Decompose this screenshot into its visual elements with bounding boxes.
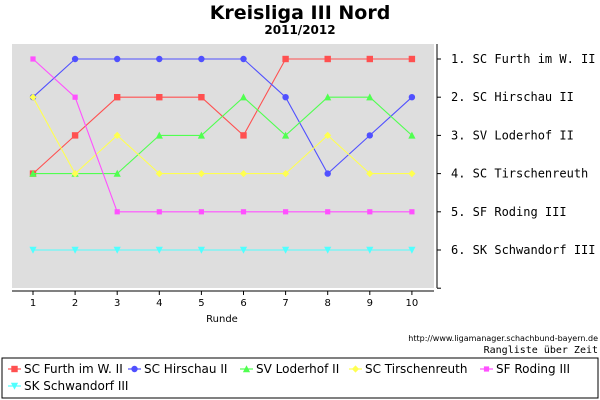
data-point — [239, 93, 248, 101]
data-point — [29, 169, 37, 177]
data-point — [324, 170, 331, 177]
chart-note: Rangliste über Zeit — [484, 345, 598, 356]
data-point — [156, 55, 163, 63]
data-point — [324, 55, 331, 63]
chart-subtitle: 2011/2012 — [264, 23, 335, 37]
data-point — [282, 55, 289, 63]
x-tick-label: 6 — [240, 298, 246, 309]
data-point — [282, 131, 290, 139]
series-line — [32, 58, 412, 213]
data-point — [240, 55, 247, 63]
data-point — [156, 94, 163, 101]
data-point — [409, 209, 415, 215]
data-point — [366, 246, 374, 254]
data-point — [282, 246, 290, 254]
legend-label: SF Roding III — [496, 362, 570, 376]
data-point — [366, 55, 373, 63]
data-point — [72, 94, 78, 100]
x-tick-label: 10 — [406, 298, 419, 309]
data-point — [113, 131, 121, 139]
x-tick-label: 8 — [325, 298, 331, 309]
y-tick-label: 5. SF Roding III — [451, 205, 567, 219]
data-point — [324, 93, 332, 101]
legend-label: SV Loderhof II — [256, 362, 339, 376]
data-point — [198, 94, 205, 101]
data-point — [324, 246, 332, 254]
legend-marker — [483, 366, 490, 372]
data-point — [198, 209, 204, 215]
data-point — [282, 94, 289, 101]
legend-box — [1, 357, 599, 399]
legend-marker — [242, 365, 251, 373]
data-point — [282, 170, 290, 178]
data-point — [155, 246, 163, 254]
data-point — [71, 132, 79, 139]
x-axis-label: Runde — [206, 314, 238, 325]
y-tick-label: 3. SV Loderhof II — [451, 128, 574, 142]
data-point — [155, 170, 163, 178]
y-tick-label: 4. SC Tirschenreuth — [451, 167, 588, 181]
data-point — [408, 246, 416, 254]
series-line — [33, 96, 413, 175]
plot-area — [12, 44, 434, 288]
x-tick-label: 7 — [282, 298, 288, 309]
data-point — [71, 246, 79, 254]
legend-marker — [131, 365, 138, 373]
source-url: http://www.ligamanager.schachbund-bayern… — [408, 334, 598, 343]
data-point — [239, 246, 248, 254]
data-point — [366, 132, 373, 139]
data-point — [155, 131, 163, 139]
x-tick-label: 9 — [367, 298, 373, 309]
chart-title: Kreisliga III Nord — [210, 2, 391, 24]
y-tick-label: 1. SC Furth im W. II — [451, 52, 596, 66]
data-point — [197, 131, 205, 139]
y-tick-label: 2. SC Hirschau II — [451, 90, 574, 104]
chart-marks: 1 2 3 4 5 6 7 8 9 10 1. SC Furth im W. II 2. SC Hir… — [29, 52, 596, 309]
data-point — [408, 131, 416, 139]
data-point — [324, 131, 332, 139]
data-point — [29, 246, 37, 254]
data-point — [366, 93, 374, 101]
data-point — [240, 132, 247, 139]
legend-marker — [11, 365, 18, 373]
legend-marker — [10, 382, 19, 390]
legend: SC Furth im W. II SC Hirschau II SV Loderh… — [8, 362, 570, 393]
data-point — [198, 55, 205, 63]
data-point — [71, 55, 79, 63]
data-point — [114, 55, 121, 63]
legend-label: SK Schwandorf III — [24, 379, 128, 393]
y-tick-label: 6. SK Schwandorf III — [451, 243, 596, 257]
data-point — [114, 209, 120, 215]
legend-label: SC Hirschau II — [144, 362, 227, 376]
data-point — [30, 56, 36, 62]
data-point — [197, 170, 205, 178]
legend-label: SC Furth im W. II — [24, 362, 123, 376]
data-point — [408, 55, 416, 63]
x-tick-label: 5 — [198, 298, 204, 309]
x-tick-label: 4 — [156, 298, 162, 309]
data-point — [408, 94, 416, 101]
x-tick-label: 1 — [30, 298, 36, 309]
data-point — [114, 94, 121, 101]
data-point — [283, 209, 289, 215]
legend-label: SC Tirschenreuth — [365, 362, 467, 376]
data-point — [366, 170, 374, 178]
data-point — [113, 169, 121, 177]
data-point — [197, 246, 205, 254]
data-point — [325, 209, 331, 215]
x-tick-label: 3 — [114, 298, 120, 309]
legend-marker — [351, 365, 360, 373]
data-point — [239, 170, 248, 178]
data-point — [240, 209, 247, 215]
data-point — [113, 246, 121, 254]
data-point — [156, 209, 162, 215]
x-tick-label: 2 — [72, 298, 78, 309]
data-point — [367, 209, 373, 215]
data-point — [29, 93, 37, 101]
data-point — [71, 170, 79, 178]
data-point — [408, 170, 416, 178]
